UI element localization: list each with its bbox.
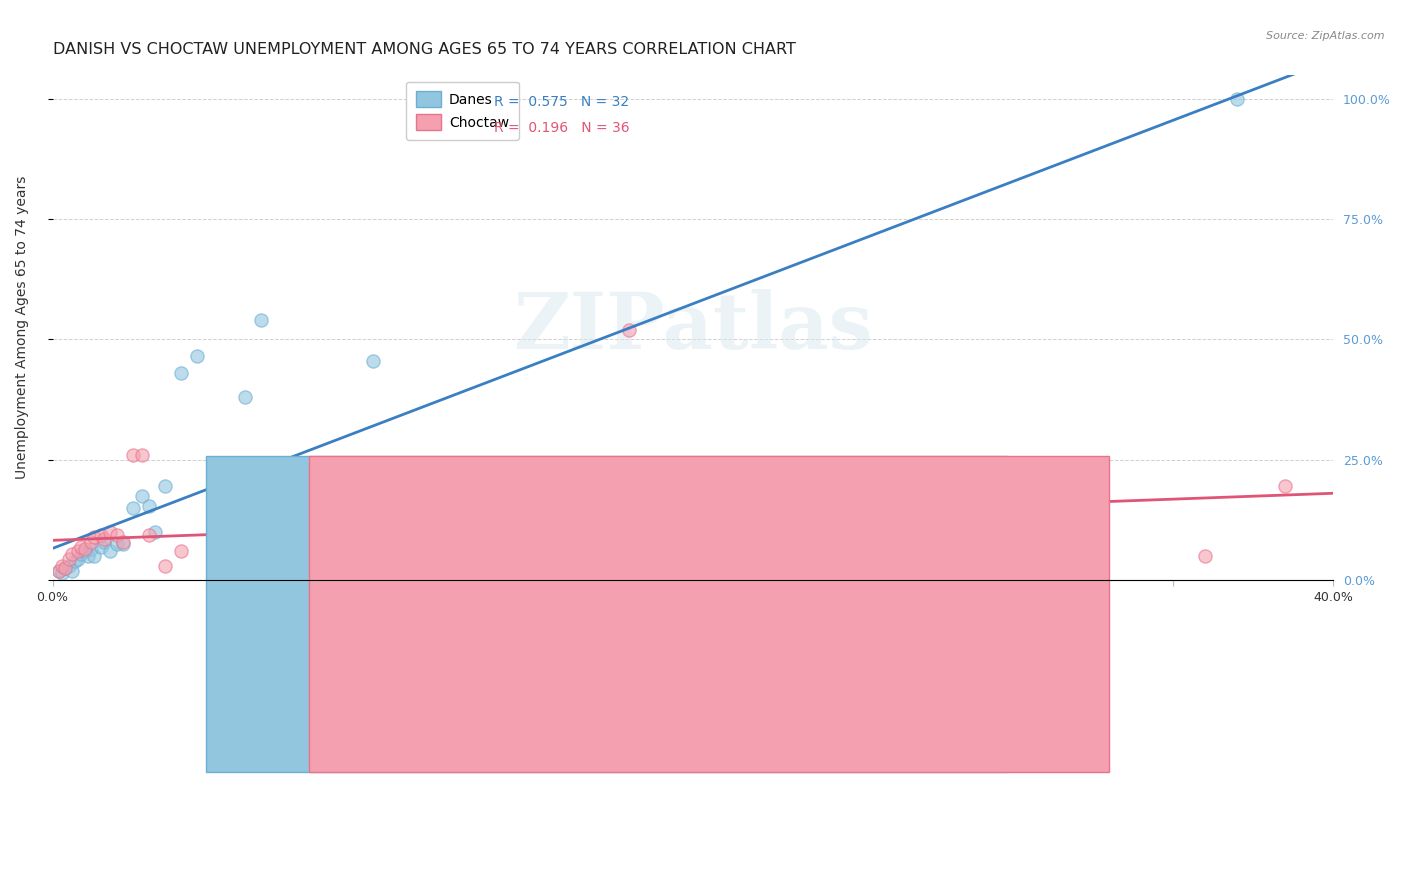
Point	[55, 561, 77, 575]
Point	[121, 448, 143, 462]
Point	[522, 523, 544, 537]
Point	[80, 541, 103, 556]
Point	[70, 547, 93, 561]
FancyBboxPatch shape	[207, 457, 1007, 772]
Point	[153, 558, 176, 573]
Y-axis label: Unemployment Among Ages 65 to 74 years: Unemployment Among Ages 65 to 74 years	[15, 176, 30, 479]
Text: R =  0.575   N = 32: R = 0.575 N = 32	[495, 95, 630, 110]
Point	[112, 534, 135, 549]
Legend: Danes, Choctaw: Danes, Choctaw	[406, 81, 519, 140]
Text: Danes: Danes	[628, 608, 672, 623]
Point	[83, 549, 105, 564]
Point	[83, 530, 105, 544]
Point	[93, 534, 115, 549]
Point	[394, 527, 416, 541]
Point	[48, 564, 70, 578]
Text: DANISH VS CHOCTAW UNEMPLOYMENT AMONG AGES 65 TO 74 YEARS CORRELATION CHART: DANISH VS CHOCTAW UNEMPLOYMENT AMONG AGE…	[52, 42, 796, 57]
Point	[249, 313, 271, 327]
Point	[1002, 510, 1025, 524]
Point	[1226, 92, 1249, 106]
Point	[60, 564, 83, 578]
Point	[266, 534, 288, 549]
Point	[93, 533, 115, 547]
Point	[745, 525, 768, 540]
Point	[233, 534, 256, 549]
Point	[457, 534, 479, 549]
Point	[90, 540, 112, 554]
Point	[48, 564, 70, 578]
Point	[186, 350, 208, 364]
Point	[201, 537, 224, 551]
Point	[842, 516, 865, 530]
Point	[201, 479, 224, 493]
Point	[67, 551, 90, 566]
Point	[51, 566, 73, 580]
Point	[80, 534, 103, 549]
Point	[98, 544, 121, 558]
Point	[105, 537, 128, 551]
Point	[138, 527, 160, 541]
Point	[55, 561, 77, 575]
Point	[143, 525, 166, 540]
Point	[233, 390, 256, 404]
Point	[170, 544, 193, 558]
Text: Source: ZipAtlas.com: Source: ZipAtlas.com	[1267, 31, 1385, 41]
Point	[1274, 479, 1296, 493]
Point	[131, 489, 153, 503]
Text: ZIPatlas: ZIPatlas	[513, 290, 873, 366]
Point	[112, 537, 135, 551]
Point	[170, 366, 193, 380]
Point	[131, 448, 153, 462]
Point	[58, 551, 80, 566]
Point	[105, 527, 128, 541]
Point	[138, 499, 160, 513]
Point	[153, 479, 176, 493]
Point	[98, 525, 121, 540]
FancyBboxPatch shape	[309, 457, 1109, 772]
Point	[682, 525, 704, 540]
Point	[73, 541, 96, 556]
Point	[281, 477, 304, 491]
Point	[58, 558, 80, 573]
Point	[121, 501, 143, 516]
Text: Choctaw: Choctaw	[731, 608, 792, 623]
Point	[76, 549, 98, 564]
Point	[67, 544, 90, 558]
Point	[60, 547, 83, 561]
Point	[73, 544, 96, 558]
Point	[63, 554, 86, 568]
Point	[298, 534, 321, 549]
Point	[586, 499, 609, 513]
Point	[361, 354, 384, 368]
Point	[70, 540, 93, 554]
Point	[537, 486, 560, 500]
Point	[617, 323, 640, 337]
Point	[51, 558, 73, 573]
Point	[329, 489, 352, 503]
Point	[361, 530, 384, 544]
Point	[1194, 549, 1216, 564]
Point	[90, 527, 112, 541]
Text: R =  0.196   N = 36: R = 0.196 N = 36	[495, 120, 630, 135]
